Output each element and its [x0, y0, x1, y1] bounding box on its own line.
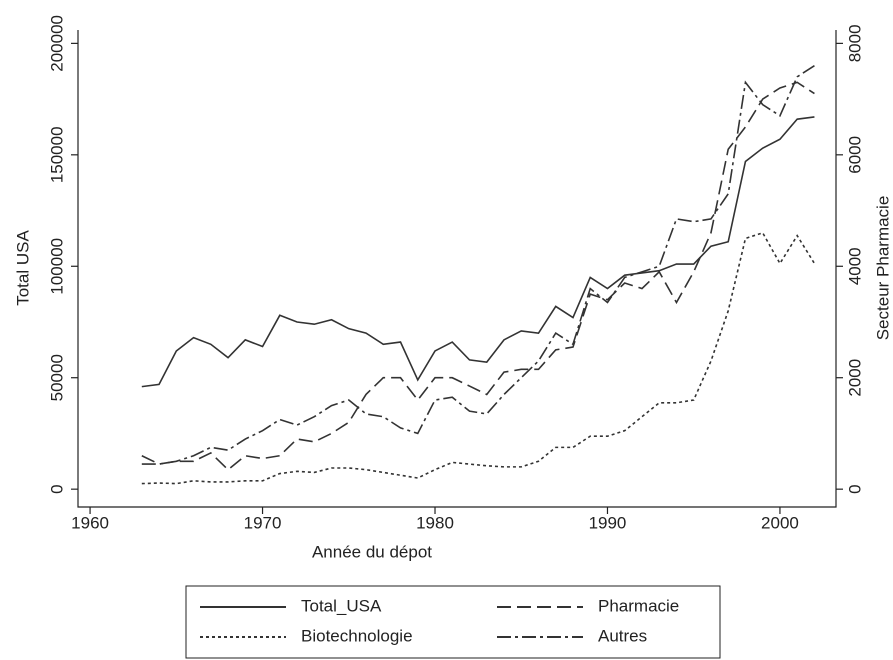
x-tick-label: 2000 — [761, 513, 799, 532]
x-tick-label: 1980 — [416, 513, 454, 532]
axes — [77, 30, 837, 508]
x-tick-label: 1970 — [244, 513, 282, 532]
legend-label: Total_USA — [301, 596, 382, 615]
legend-label: Autres — [598, 626, 647, 645]
y2-tick-label: 6000 — [845, 136, 864, 174]
legend-label: Biotechnologie — [301, 626, 413, 645]
y-tick-label: 50000 — [47, 354, 66, 401]
series-line — [141, 231, 816, 485]
legend-label: Pharmacie — [598, 596, 679, 615]
y-tick-label: 100000 — [47, 238, 66, 295]
legend-box — [185, 585, 721, 659]
y2-tick-label: 8000 — [845, 24, 864, 62]
y2-tick-label: 4000 — [845, 247, 864, 285]
y-axis-label: Total USA — [13, 230, 32, 306]
x-tick-label: 1960 — [71, 513, 109, 532]
series-line — [141, 116, 815, 388]
y2-tick-label: 0 — [845, 484, 864, 493]
y-tick-label: 0 — [47, 484, 66, 493]
x-axis-label: Année du dépot — [312, 542, 432, 561]
series-line — [141, 81, 815, 471]
y-tick-label: 200000 — [47, 15, 66, 72]
y2-axis-label: Secteur Pharmacie — [873, 196, 892, 341]
x-tick-label: 1990 — [589, 513, 627, 532]
series-line — [141, 64, 815, 465]
y2-tick-label: 2000 — [845, 359, 864, 397]
y-tick-label: 150000 — [47, 126, 66, 183]
